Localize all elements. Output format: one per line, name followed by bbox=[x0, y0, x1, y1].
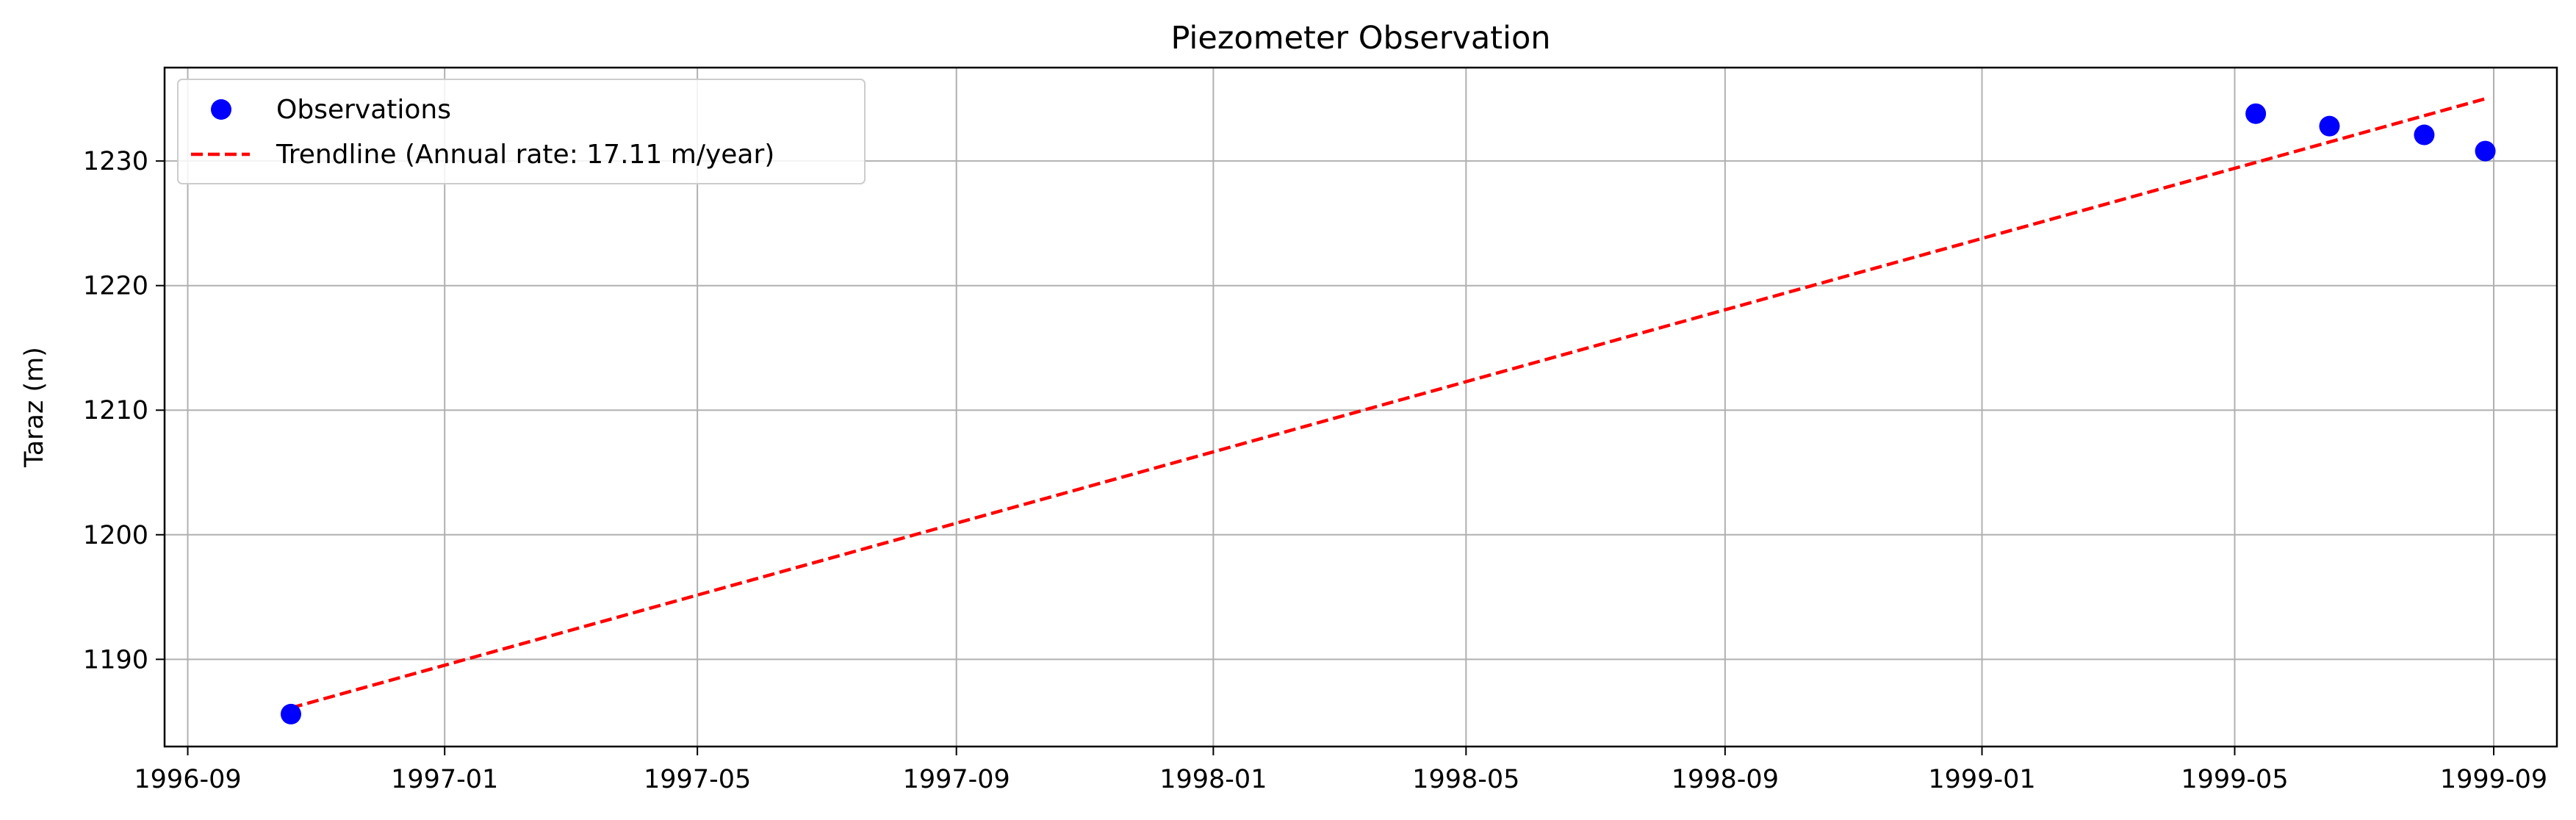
legend: Observations Trendline (Annual rate: 17.… bbox=[177, 79, 866, 184]
legend-trendline-label: Trendline (Annual rate: 17.11 m/year) bbox=[276, 140, 774, 170]
x-tick-label: 1999-01 bbox=[1928, 765, 2035, 794]
legend-box bbox=[177, 79, 866, 184]
x-tick-label: 1998-01 bbox=[1159, 765, 1267, 794]
y-tick-label: 1210 bbox=[83, 396, 148, 425]
legend-observations-marker bbox=[211, 99, 231, 120]
y-tick-label: 1190 bbox=[83, 645, 148, 675]
x-tick-label: 1999-05 bbox=[2181, 765, 2288, 794]
y-axis: 1190 1200 1210 1220 1230 bbox=[83, 147, 165, 675]
x-axis: 1996-09 1997-01 1997-05 1997-09 1998-01 1998-… bbox=[134, 747, 2547, 794]
y-tick-label: 1230 bbox=[83, 147, 148, 176]
y-tick-label: 1200 bbox=[83, 521, 148, 550]
x-tick-label: 1997-09 bbox=[903, 765, 1010, 794]
x-tick-label: 1996-09 bbox=[134, 765, 241, 794]
observation-point bbox=[2475, 140, 2496, 162]
y-axis-label: Taraz (m) bbox=[20, 347, 49, 468]
observation-point bbox=[280, 703, 301, 724]
legend-observations-label: Observations bbox=[276, 95, 451, 125]
observation-points-layer bbox=[280, 103, 2496, 724]
observation-point bbox=[2414, 124, 2435, 145]
observation-point bbox=[2319, 115, 2340, 137]
observation-point bbox=[2245, 103, 2267, 124]
x-tick-label: 1999-09 bbox=[2440, 765, 2547, 794]
x-tick-label: 1997-01 bbox=[391, 765, 498, 794]
trendline-layer bbox=[290, 97, 2486, 710]
trendline bbox=[290, 97, 2486, 710]
plot-frame bbox=[163, 66, 2558, 748]
x-tick-label: 1998-05 bbox=[1412, 765, 1519, 794]
x-tick-label: 1998-09 bbox=[1672, 765, 1779, 794]
y-tick-label: 1220 bbox=[83, 272, 148, 301]
x-tick-label: 1997-05 bbox=[644, 765, 751, 794]
chart-title: Piezometer Observation bbox=[1170, 20, 1550, 57]
